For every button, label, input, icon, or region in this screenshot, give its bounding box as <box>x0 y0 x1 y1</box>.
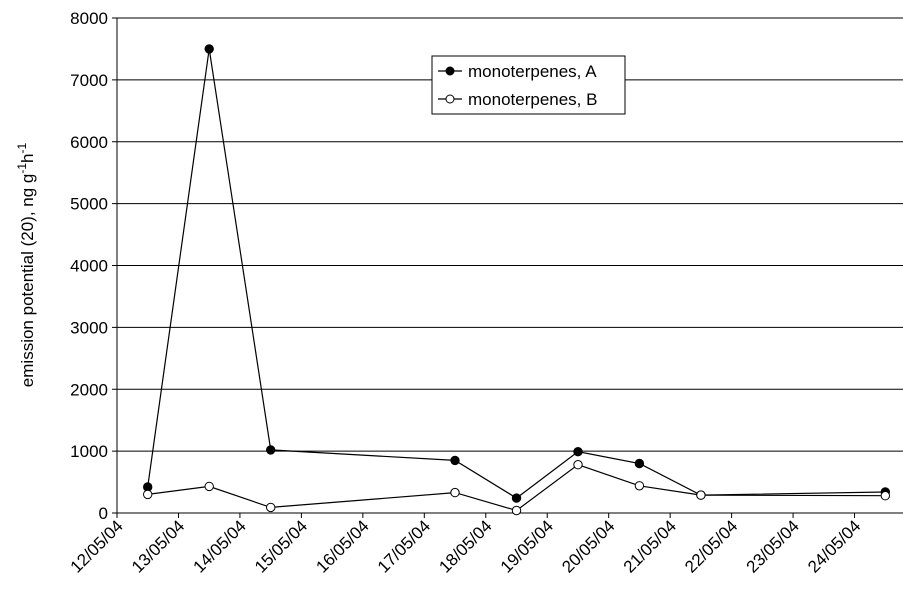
gridlines <box>117 17 903 452</box>
x-tick-label: 13/05/04 <box>128 516 188 576</box>
data-point-b <box>511 505 522 516</box>
y-tick-label: 0 <box>99 504 108 523</box>
data-point-b <box>573 460 583 470</box>
y-tick-label: 1000 <box>70 442 108 461</box>
y-axis-label-main: emission potential (20), ng g <box>18 174 37 388</box>
data-point-b <box>696 490 706 500</box>
x-tick-label: 20/05/04 <box>558 516 618 576</box>
x-tick-label: 19/05/04 <box>497 516 557 576</box>
y-tick-label: 7000 <box>70 71 108 90</box>
legend-marker-a <box>445 66 455 76</box>
data-point-b <box>634 481 645 491</box>
series-group <box>143 44 890 516</box>
y-tick-label: 2000 <box>70 380 108 399</box>
x-tick-label: 17/05/04 <box>374 516 434 576</box>
data-point-a <box>511 493 522 503</box>
legend-label-b: monoterpenes, B <box>468 90 597 109</box>
y-axis-label-sup1: -1 <box>15 163 29 174</box>
data-point-b <box>143 489 153 500</box>
y-axis-label-sup2: -1 <box>15 142 29 153</box>
x-tick-label: 18/05/04 <box>435 516 495 576</box>
y-tick-label: 6000 <box>70 133 108 152</box>
y-tick-label: 5000 <box>70 195 108 214</box>
x-tick-label: 12/05/04 <box>67 516 127 576</box>
data-point-a <box>634 458 645 469</box>
y-axis-label: emission potential (20), ng g-1h-1 <box>15 142 37 387</box>
x-tick-label: 15/05/04 <box>251 516 311 576</box>
legend-label-a: monoterpenes, A <box>468 62 597 81</box>
y-tick-label: 3000 <box>70 318 108 337</box>
legend-marker-b <box>445 94 455 104</box>
series-line-a <box>147 48 886 499</box>
legend-box <box>431 55 626 115</box>
legend: monoterpenes, A monoterpenes, B <box>431 55 626 115</box>
x-axis-ticks: 12/05/04 13/05/04 14/05/04 15/05/04 16/05/04… <box>67 513 864 577</box>
data-point-a <box>266 445 276 455</box>
y-tick-label: 4000 <box>70 257 108 276</box>
x-tick-label: 14/05/04 <box>190 516 250 576</box>
y-axis-label-mid: h <box>18 153 37 162</box>
series-line-b <box>147 464 886 512</box>
x-tick-label: 21/05/04 <box>620 516 680 576</box>
x-tick-label: 24/05/04 <box>804 516 864 576</box>
data-point-b <box>266 502 276 513</box>
data-point-b <box>204 481 214 492</box>
y-axis-ticks: 0 1000 2000 3000 4000 5000 6000 7000 8000 <box>70 9 117 523</box>
data-point-b <box>880 491 890 501</box>
data-point-a <box>204 44 214 54</box>
data-point-a <box>450 455 460 466</box>
y-tick-label: 8000 <box>70 9 108 28</box>
x-tick-label: 16/05/04 <box>312 516 372 576</box>
data-point-b <box>450 487 460 498</box>
data-point-a <box>573 447 583 457</box>
x-tick-label: 23/05/04 <box>743 516 803 576</box>
x-tick-label: 22/05/04 <box>681 516 741 576</box>
